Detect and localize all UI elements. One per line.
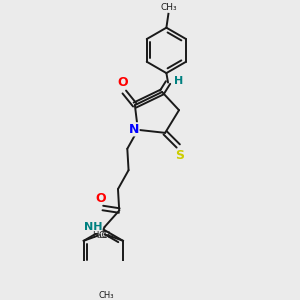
Text: O: O xyxy=(95,193,106,206)
Text: CH₃: CH₃ xyxy=(98,291,114,300)
Text: NH: NH xyxy=(84,222,102,233)
Text: H₃C: H₃C xyxy=(92,231,108,240)
Text: O: O xyxy=(118,76,128,89)
Text: CH₃: CH₃ xyxy=(99,231,114,240)
Text: S: S xyxy=(175,149,184,162)
Text: CH₃: CH₃ xyxy=(160,3,177,12)
Text: H: H xyxy=(174,76,184,85)
Text: N: N xyxy=(129,123,139,136)
